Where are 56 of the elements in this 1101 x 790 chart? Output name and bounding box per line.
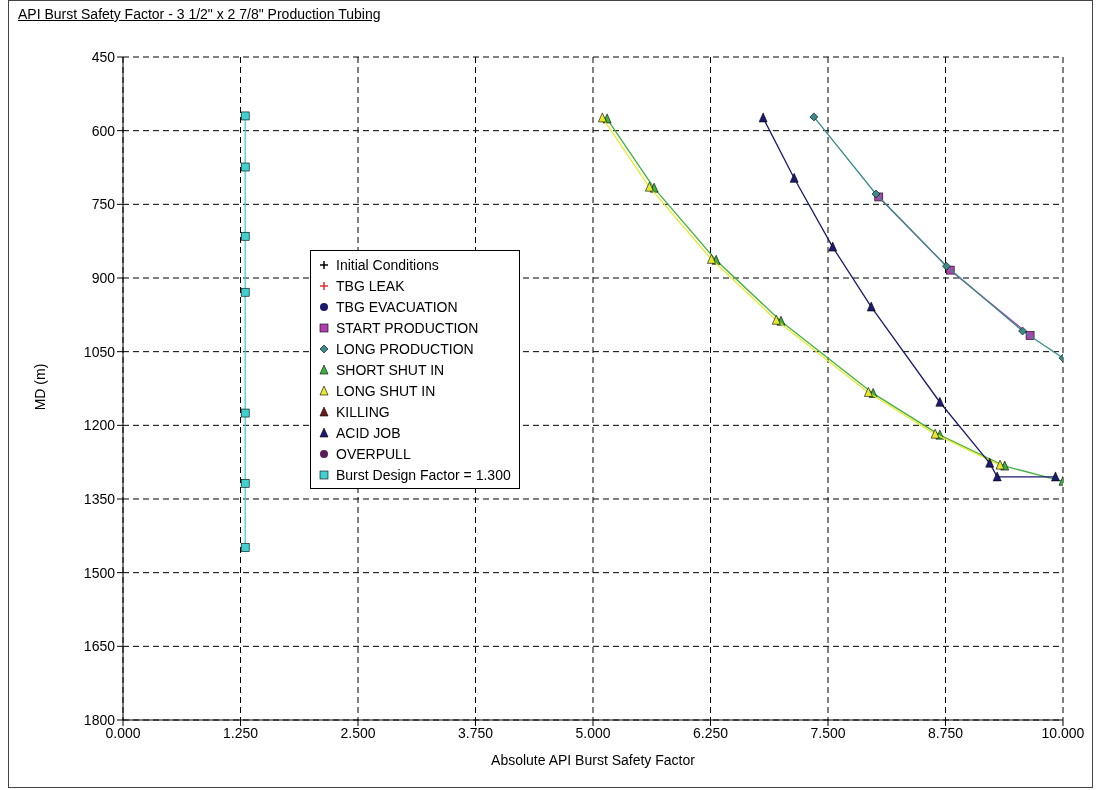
point: [992, 471, 1002, 482]
point: [240, 543, 250, 552]
chart-title: API Burst Safety Factor - 3 1/2" x 2 7/8" Production Tubing: [18, 6, 381, 22]
x-tick-label: 6.250: [692, 724, 729, 741]
point: [240, 478, 250, 488]
point: [1018, 326, 1027, 336]
y-tick-label: 600: [91, 122, 116, 139]
point: [240, 111, 250, 121]
point: [598, 112, 607, 123]
y-tick-label: 1200: [83, 417, 116, 434]
legend-label: START PRODUCTION: [336, 319, 479, 336]
point: [995, 459, 1005, 470]
y-tick-label: 1050: [83, 343, 116, 360]
legend-label: LONG PRODUCTION: [336, 340, 474, 357]
point: [809, 112, 819, 122]
point: [240, 162, 250, 172]
point: [935, 396, 945, 407]
point: [985, 457, 994, 468]
y-tick-label: 1350: [83, 490, 116, 507]
y-tick-label: 900: [91, 269, 116, 286]
point: [828, 241, 837, 252]
legend-label: SHORT SHUT IN: [336, 361, 445, 378]
point: [707, 254, 716, 264]
y-tick-label: 750: [91, 196, 116, 213]
x-tick-label: 5.000: [575, 724, 611, 741]
point: [758, 112, 768, 123]
point: [772, 314, 781, 325]
point: [240, 408, 250, 418]
x-tick-label: 7.500: [810, 724, 846, 741]
point: [645, 181, 654, 192]
x-tick-label: 2.500: [340, 724, 376, 741]
y-tick-label: 450: [91, 48, 116, 65]
x-axis-title: Absolute API Burst Safety Factor: [490, 752, 696, 768]
point: [930, 428, 940, 439]
point: [1051, 471, 1060, 482]
legend-label: Burst Design Factor = 1.300: [336, 466, 511, 483]
y-tick-label: 1650: [83, 638, 116, 655]
legend-label: ACID JOB: [336, 424, 401, 441]
y-axis-title: MD (m): [32, 362, 48, 413]
x-tick-label: 3.750: [457, 724, 494, 741]
legend-label: TBG LEAK: [336, 277, 405, 294]
point: [864, 387, 873, 397]
x-tick-label: 10.000: [1041, 724, 1085, 741]
point: [866, 301, 876, 312]
x-tick-label: 1.250: [222, 724, 259, 741]
point: [942, 261, 951, 271]
legend-label: KILLING: [336, 403, 390, 420]
point: [240, 287, 250, 297]
legend-label: Initial Conditions: [336, 256, 439, 273]
y-tick-label: 1500: [83, 564, 116, 581]
legend-label: OVERPULL: [336, 445, 411, 462]
point: [789, 173, 799, 183]
legend-label: LONG SHUT IN: [336, 382, 436, 399]
x-tick-label: 8.750: [927, 724, 964, 741]
point: [240, 231, 250, 241]
legend-label: TBG EVACUATION: [336, 298, 458, 315]
